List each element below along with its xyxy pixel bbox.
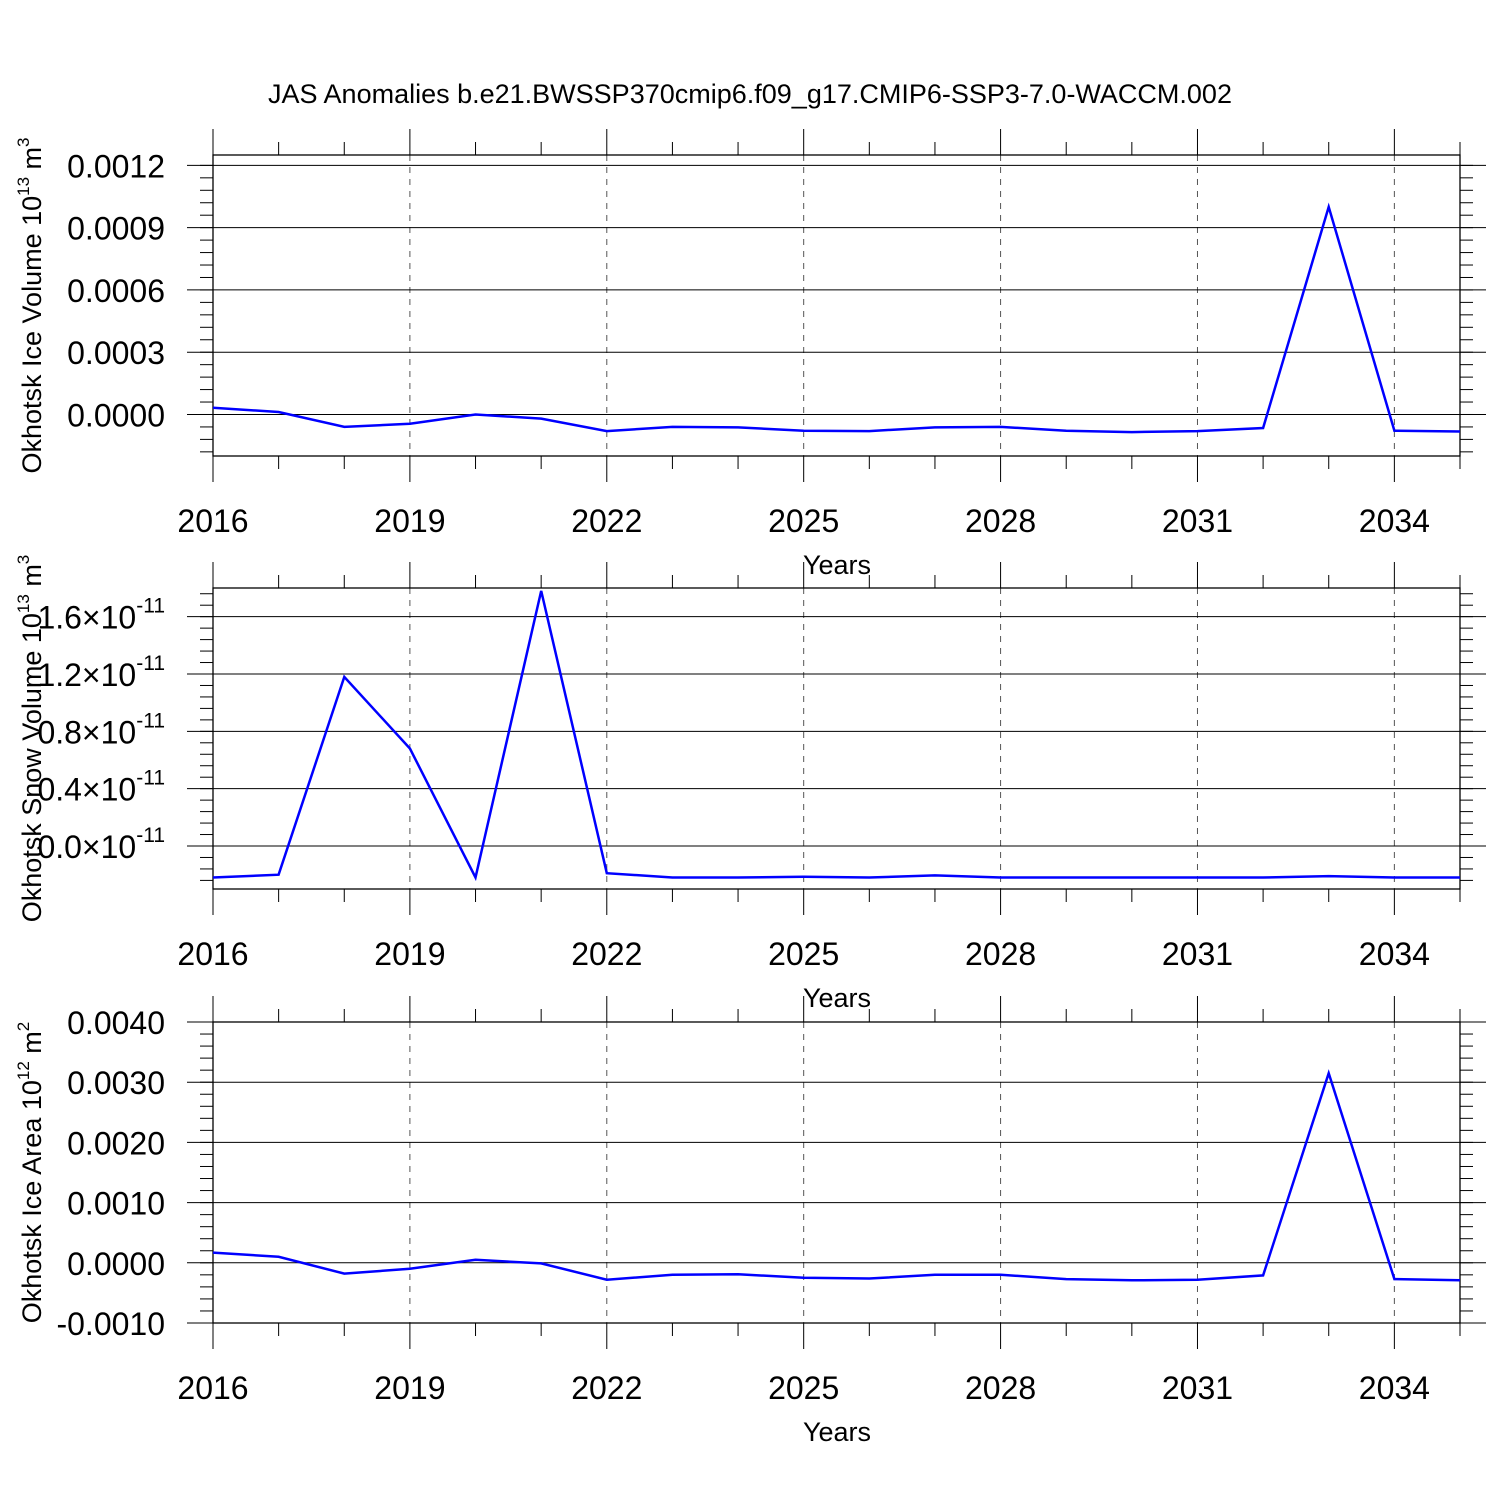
plot-frame (212, 587, 1461, 890)
y-tick-label: 0.0030 (67, 1065, 165, 1101)
y-axis-label: Okhotsk Ice Volume 1013 m3 (14, 137, 47, 473)
y-tick-label: 0.4×10-11 (37, 767, 165, 808)
x-tick-label: 2022 (571, 1370, 642, 1406)
panel-1: 2016 2019 2022 2025 2028 2031 2034 Years 0.0000 0… (14, 129, 1486, 580)
x-tick-label: 2028 (965, 503, 1036, 539)
y-tick-label: -0.0010 (56, 1306, 165, 1342)
panel-3: 2016 2019 2022 2025 2028 2031 2034 Years -0.0010… (14, 996, 1486, 1447)
x-tick-label: 2019 (374, 1370, 445, 1406)
x-tick-label: 2022 (571, 936, 642, 972)
x-tick-label: 2034 (1359, 503, 1430, 539)
y-axis-label: Okhotsk Ice Area 1012 m2 (14, 1022, 47, 1324)
x-tick-label: 2031 (1162, 503, 1233, 539)
x-tick-label: 2016 (177, 1370, 248, 1406)
x-tick-label: 2028 (965, 1370, 1036, 1406)
y-tick-label: 1.2×10-11 (37, 652, 165, 693)
y-tick-label: 0.0000 (67, 1246, 165, 1282)
y-tick-label: 0.0012 (67, 148, 165, 184)
y-tick-label: 1.6×10-11 (37, 595, 165, 636)
x-tick-label: 2028 (965, 936, 1036, 972)
x-tick-label: 2034 (1359, 936, 1430, 972)
x-tick-label: 2025 (768, 503, 839, 539)
y-tick-label: 0.0003 (67, 335, 165, 371)
y-tick-label: 0.0020 (67, 1125, 165, 1161)
series-line (212, 1069, 1461, 1282)
x-tick-label: 2025 (768, 936, 839, 972)
x-tick-label: 2016 (177, 936, 248, 972)
x-tick-label: 2031 (1162, 936, 1233, 972)
panel-2: 2016 2019 2022 2025 2028 2031 2034 Years 0.0×10-… (14, 555, 1486, 1013)
x-axis-label: Years (803, 550, 871, 580)
y-tick-label: 0.8×10-11 (37, 709, 165, 750)
x-tick-label: 2031 (1162, 1370, 1233, 1406)
plot-frame (212, 154, 1461, 457)
y-axis-label: Okhotsk Snow Volume 1013 m3 (14, 555, 47, 923)
x-tick-label: 2022 (571, 503, 642, 539)
y-tick-label: 0.0000 (67, 397, 165, 433)
y-tick-label: 0.0006 (67, 273, 165, 309)
x-tick-label: 2019 (374, 503, 445, 539)
y-tick-label: 0.0040 (67, 1005, 165, 1041)
y-tick-label: 0.0009 (67, 211, 165, 247)
x-axis-label: Years (803, 1417, 871, 1447)
x-axis-label: Years (803, 983, 871, 1013)
x-tick-label: 2019 (374, 936, 445, 972)
y-tick-label: 0.0×10-11 (37, 824, 165, 865)
plot-frame (212, 1021, 1461, 1324)
x-tick-label: 2016 (177, 503, 248, 539)
x-tick-label: 2034 (1359, 1370, 1430, 1406)
series-line (212, 590, 1460, 882)
x-tick-label: 2025 (768, 1370, 839, 1406)
chart-title: JAS Anomalies b.e21.BWSSP370cmip6.f09_g1… (268, 79, 1232, 109)
y-tick-label: 0.0010 (67, 1186, 165, 1222)
series-line (212, 202, 1461, 434)
